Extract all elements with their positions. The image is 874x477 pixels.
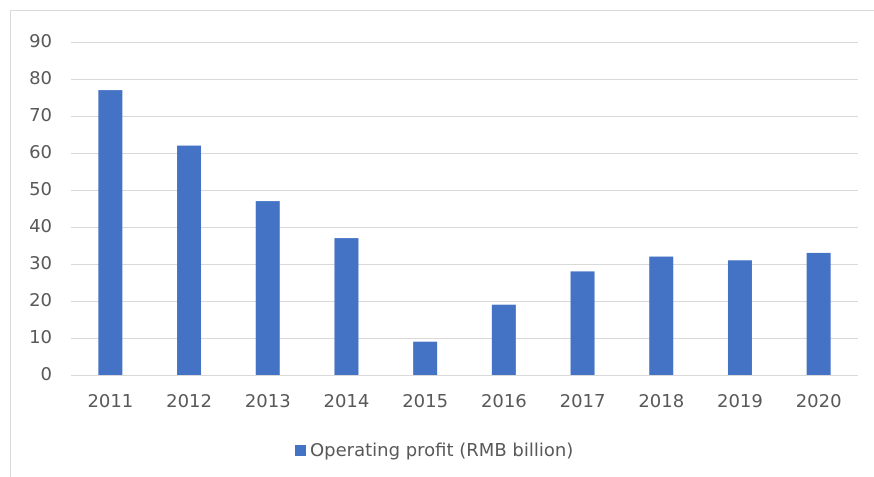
bar — [413, 341, 438, 375]
x-tick-label: 2013 — [245, 391, 291, 412]
chart-frame — [10, 10, 874, 477]
bar — [491, 304, 516, 375]
x-tick-label: 2014 — [324, 391, 370, 412]
legend-label: Operating profit (RMB billion) — [310, 440, 573, 461]
bar — [334, 238, 359, 375]
y-tick-label: 20 — [29, 290, 52, 311]
y-tick-label: 60 — [29, 142, 52, 163]
y-tick-label: 80 — [29, 68, 52, 89]
bar — [177, 145, 202, 375]
y-tick-label: 50 — [29, 179, 52, 200]
y-tick-label: 10 — [29, 327, 52, 348]
bar — [98, 90, 123, 375]
bar — [649, 256, 674, 375]
y-tick-label: 90 — [29, 31, 52, 52]
x-tick-label: 2012 — [166, 391, 212, 412]
y-tick-label: 70 — [29, 105, 52, 126]
x-tick-label: 2018 — [638, 391, 684, 412]
bar — [727, 260, 752, 375]
x-tick-label: 2017 — [560, 391, 606, 412]
y-tick-label: 40 — [29, 216, 52, 237]
y-tick-label: 0 — [41, 364, 52, 385]
bar — [255, 201, 280, 375]
x-tick-label: 2016 — [481, 391, 527, 412]
y-tick-label: 30 — [29, 253, 52, 274]
x-tick-label: 2015 — [402, 391, 448, 412]
x-tick-label: 2011 — [87, 391, 133, 412]
x-tick-label: 2019 — [717, 391, 763, 412]
x-tick-label: 2020 — [796, 391, 842, 412]
legend-swatch — [295, 445, 306, 456]
bar — [570, 271, 595, 375]
bar — [806, 252, 831, 375]
